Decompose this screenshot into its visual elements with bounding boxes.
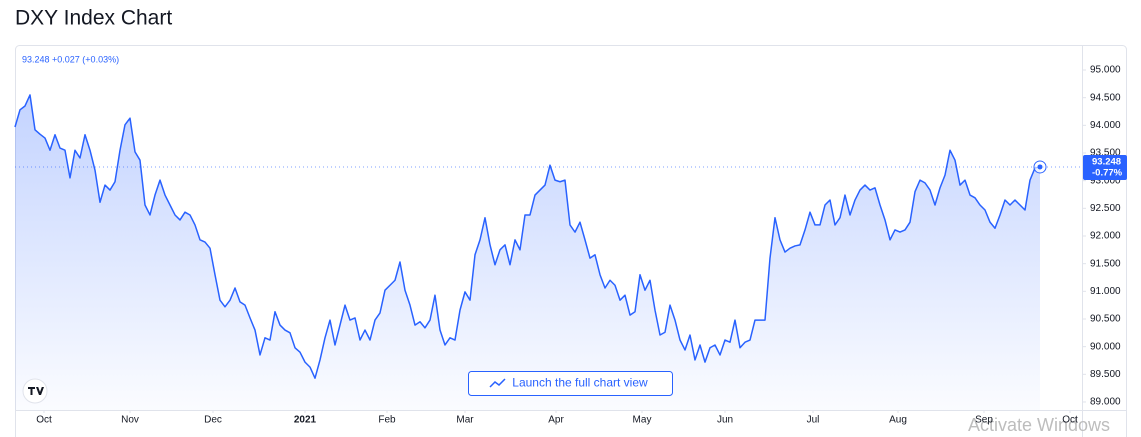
area-fill [15,94,1040,410]
x-tick-label: Apr [548,415,564,426]
price-tag [1083,154,1127,180]
y-tick-label: 91.000 [1090,286,1121,297]
x-tick-label: Dec [204,415,222,426]
price-tag-change: -0.77% [1092,167,1123,178]
x-tick-label: Oct [1062,415,1078,426]
legend-text: 93.248 +0.027 (+0.03%) [22,54,119,64]
x-tick-label: Sep [975,415,993,426]
y-tick-label: 93.500 [1090,148,1121,159]
price-line [14,94,1041,379]
y-tick-label: 94.500 [1090,92,1121,103]
y-tick-label: 89.500 [1090,369,1121,380]
last-point [1037,164,1043,170]
x-tick-label: Nov [121,415,139,426]
x-tick-label: May [633,415,652,426]
x-tick-label: Feb [378,415,396,426]
y-tick-label: 91.500 [1090,258,1121,269]
price-tag-value: 93.248 [1092,156,1121,167]
x-tick-label: Jul [807,415,820,426]
x-tick-label: Mar [456,415,474,426]
y-tick-label: 89.000 [1090,397,1121,408]
y-tick-label: 92.500 [1090,203,1121,214]
x-tick-label: Oct [36,415,52,426]
y-tick-label: 92.000 [1090,231,1121,242]
button-label[interactable]: Launch the full chart view [512,376,648,390]
y-tick-label: 94.000 [1090,120,1121,131]
tv-logo [22,378,48,404]
x-tick-label: Aug [889,415,907,426]
x-tick-label: 2021 [294,415,317,426]
y-tick-label: 95.000 [1090,65,1121,76]
x-tick-label: Jun [717,415,733,426]
chart-title: DXY Index Chart [15,7,172,30]
watermark: Activate Windows [968,415,1110,435]
y-tick-label: 90.000 [1090,341,1121,352]
y-tick-label: 90.500 [1090,314,1121,325]
plot [14,94,1082,410]
y-tick-label: 93.000 [1090,175,1121,186]
launch-button[interactable]: Launch the full chart view [468,371,673,396]
